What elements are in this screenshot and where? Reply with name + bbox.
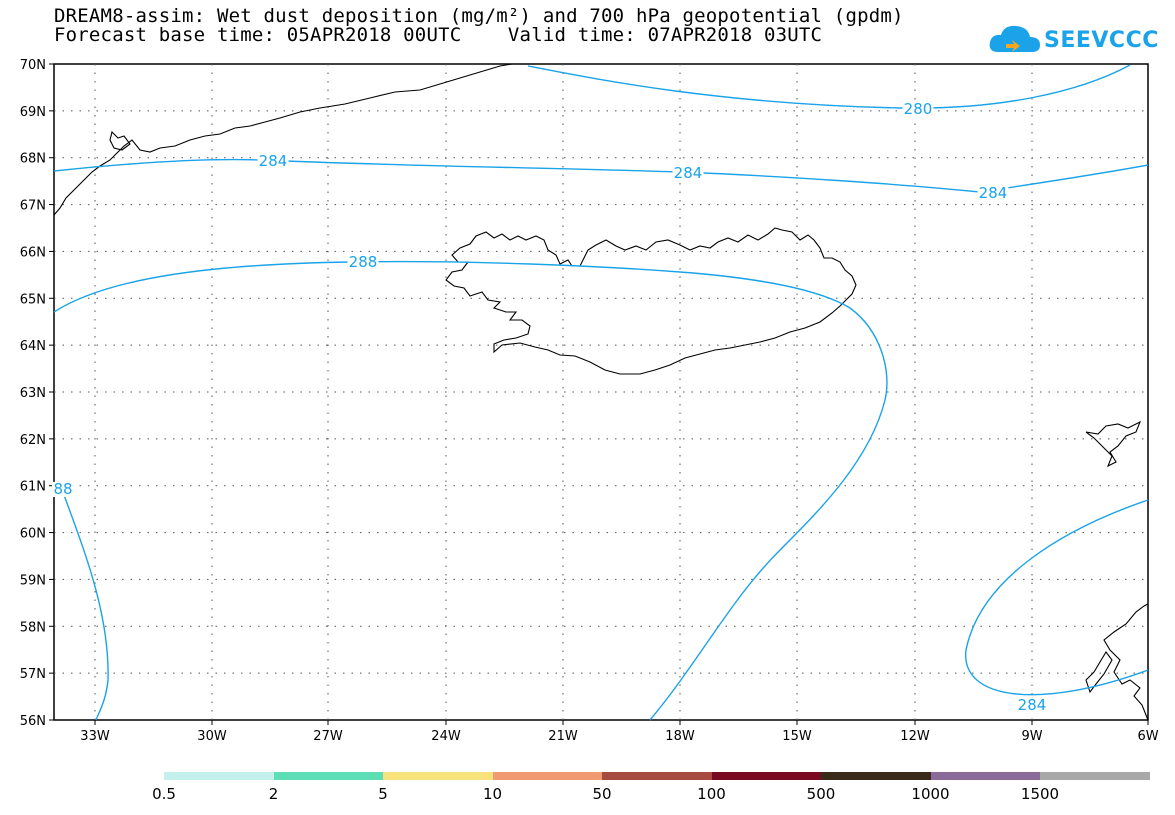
contour-label-bg	[52, 482, 74, 497]
contour-label: 284	[259, 152, 288, 170]
colorbar-label: 2	[268, 785, 279, 803]
lat-label: 65N	[20, 292, 46, 307]
lat-label: 64N	[20, 339, 46, 354]
lon-label: 9W	[1021, 729, 1042, 744]
contour-288-west	[59, 483, 109, 721]
contour-label-bg	[257, 154, 289, 169]
lon-label: 30W	[197, 729, 227, 744]
contour-label-bg	[672, 166, 704, 181]
geopotential-contours	[53, 64, 1149, 721]
colorbar-swatch	[1040, 772, 1150, 780]
colorbar-label: 10	[482, 785, 503, 803]
lon-label: 6W	[1137, 729, 1158, 744]
lat-label: 58N	[20, 620, 46, 635]
contour-label: 288	[349, 253, 378, 271]
scotland-coastline	[1103, 603, 1149, 721]
map-frame	[53, 63, 1149, 721]
colorbar-swatch	[711, 772, 821, 780]
latitude-labels: 70N 69N 68N 67N 66N 65N 64N 63N 62N 61N 60N 59N 58N 5…	[20, 58, 46, 729]
lat-label: 60N	[20, 527, 46, 542]
colorbar-swatch	[492, 772, 602, 780]
faroe-islands-coastline	[1085, 420, 1142, 468]
lat-label: 59N	[20, 573, 46, 588]
contour-284-north	[53, 158, 1149, 193]
logo-text: SEEVCCC	[1044, 28, 1159, 53]
lat-label: 69N	[20, 105, 46, 120]
colorbar-swatch	[821, 772, 931, 780]
lat-label: 57N	[20, 667, 46, 682]
colorbar-swatch	[273, 772, 383, 780]
contour-label: 284	[979, 184, 1008, 202]
colorbar-label: 50	[592, 785, 612, 803]
contour-labels: 280 284 284 284 288 284 88	[52, 100, 1048, 714]
colorbar-label: 500	[806, 785, 836, 803]
graticule	[54, 64, 1148, 720]
longitude-labels: 33W 30W 27W 24W 21W 18W 15W 12W 9W 6W	[80, 729, 1158, 744]
lon-label: 21W	[548, 729, 578, 744]
lat-label: 66N	[20, 245, 46, 260]
hebrides-coastline	[1085, 651, 1113, 694]
contour-288	[53, 260, 888, 721]
lon-label: 27W	[313, 729, 343, 744]
contour-label-bg	[347, 255, 379, 270]
contour-284-southeast	[965, 499, 1149, 696]
map-title: DREAM8-assim: Wet dust deposition (mg/m²…	[54, 5, 904, 27]
lat-label: 68N	[20, 152, 46, 167]
lon-label: 18W	[665, 729, 695, 744]
coastlines	[53, 63, 1149, 721]
greenland-inlet-coastline	[109, 130, 131, 151]
contour-label: 280	[904, 100, 933, 118]
contour-label: 284	[674, 164, 703, 182]
lat-label: 61N	[20, 480, 46, 495]
colorbar-swatch	[164, 772, 274, 780]
contour-280	[527, 64, 1131, 109]
colorbar-swatch	[602, 772, 712, 780]
seevccc-logo: SEEVCCC	[988, 20, 1158, 60]
lon-label: 12W	[900, 729, 930, 744]
lat-label: 63N	[20, 386, 46, 401]
contour-label: 88	[53, 480, 72, 498]
lat-label: 70N	[20, 58, 46, 73]
colorbar-label: 1500	[1020, 785, 1060, 803]
lat-label: 62N	[20, 433, 46, 448]
colorbar-swatch	[930, 772, 1040, 780]
greenland-coastline	[53, 63, 513, 216]
colorbar-label: 100	[697, 785, 726, 803]
lat-label: 56N	[20, 714, 46, 729]
contour-label-bg	[977, 186, 1009, 201]
iceland-coastline	[445, 227, 857, 375]
contour-label: 284	[1018, 696, 1047, 714]
forecast-times: Forecast base time: 05APR2018 00UTC Vali…	[54, 24, 823, 46]
colorbar-label: 5	[378, 785, 388, 803]
axis-ticks	[49, 63, 1149, 725]
contour-label-bg	[902, 102, 934, 117]
lat-label: 67N	[20, 199, 46, 214]
lon-label: 24W	[431, 729, 461, 744]
lon-label: 15W	[782, 729, 812, 744]
contour-label-bg	[1016, 698, 1048, 713]
colorbar-swatch	[383, 772, 493, 780]
cloud-icon	[989, 25, 1040, 52]
colorbar-label: 0.5	[152, 785, 176, 803]
colorbar-label: 1000	[911, 785, 950, 803]
lon-label: 33W	[80, 729, 110, 744]
